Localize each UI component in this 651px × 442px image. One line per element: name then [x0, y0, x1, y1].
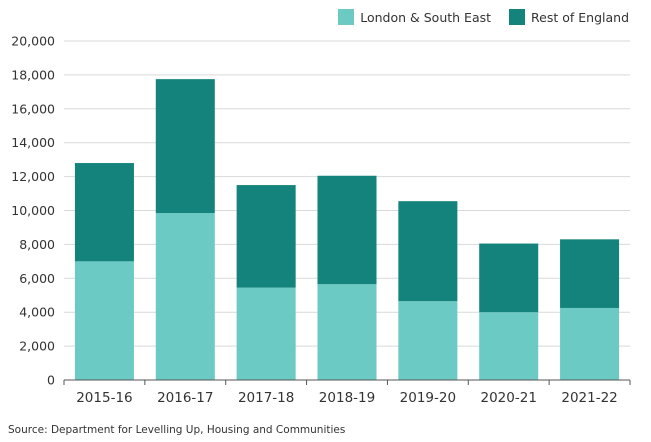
y-tick-label: 20,000: [11, 34, 55, 49]
y-tick-label: 0: [47, 373, 55, 388]
bar-rest-of-england: [479, 243, 539, 313]
bar-london-south-east: [398, 301, 458, 380]
y-tick-label: 12,000: [11, 169, 55, 184]
y-tick-label: 10,000: [11, 203, 55, 218]
bar-london-south-east: [155, 213, 215, 380]
legend-swatch-london: [338, 9, 355, 25]
x-tick-label: 2019-20: [400, 390, 456, 406]
bar-rest-of-england: [560, 239, 620, 308]
x-tick-label: 2018-19: [319, 390, 375, 406]
y-tick-label: 4,000: [19, 305, 55, 320]
legend: London & South East Rest of England: [320, 9, 629, 25]
bar-london-south-east: [317, 284, 377, 380]
bar-rest-of-england: [74, 163, 134, 262]
legend-item-rest: Rest of England: [509, 9, 629, 25]
x-tick-label: 2021-22: [561, 390, 617, 406]
bar-london-south-east: [560, 307, 620, 380]
bar-rest-of-england: [317, 175, 377, 285]
bar-london-south-east: [236, 287, 296, 380]
bar-london-south-east: [479, 312, 539, 380]
bar-london-south-east: [74, 261, 134, 380]
y-tick-label: 14,000: [11, 135, 55, 150]
bar-rest-of-england: [155, 79, 215, 214]
source-note: Source: Department for Levelling Up, Hou…: [8, 424, 346, 436]
y-tick-label: 16,000: [11, 101, 55, 116]
x-tick-label: 2017-18: [238, 390, 294, 406]
y-tick-label: 18,000: [11, 67, 55, 82]
x-tick-label: 2016-17: [157, 390, 213, 406]
bar-rest-of-england: [398, 201, 458, 302]
legend-label-london: London & South East: [360, 9, 492, 25]
legend-label-rest: Rest of England: [531, 9, 629, 25]
y-tick-label: 6,000: [19, 271, 55, 286]
y-tick-label: 2,000: [19, 339, 55, 354]
bar-rest-of-england: [236, 185, 296, 288]
x-tick-label: 2015-16: [76, 390, 132, 406]
legend-item-london: London & South East: [338, 9, 491, 25]
y-tick-label: 8,000: [19, 237, 55, 252]
legend-swatch-rest: [509, 9, 526, 25]
x-tick-label: 2020-21: [481, 390, 537, 406]
